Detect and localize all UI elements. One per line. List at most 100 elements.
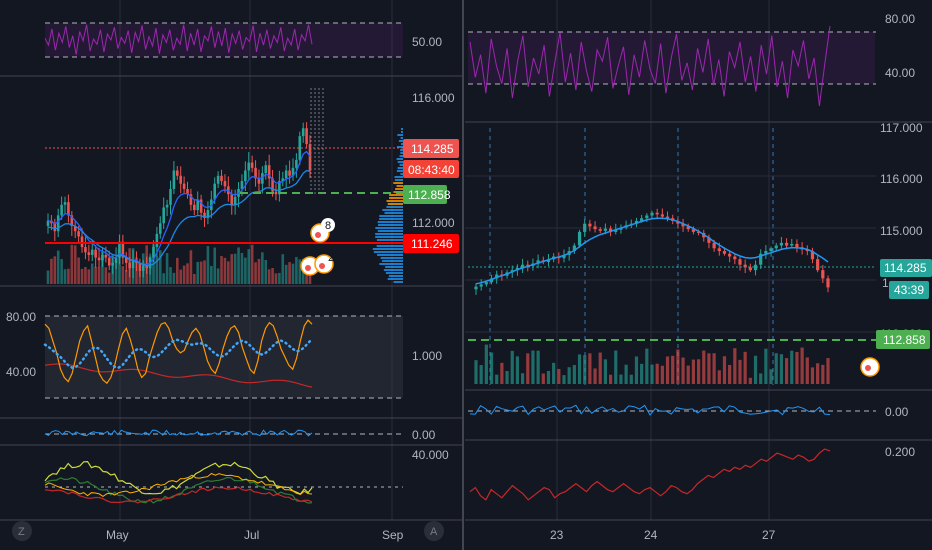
left-volume-bar <box>97 266 101 284</box>
left-candle-body <box>291 167 295 176</box>
right-price-pane[interactable]: 117.000 116.000 115.000 1 112.000 114.28… <box>468 121 932 384</box>
left-candle-body <box>257 178 261 184</box>
left-volume-bar <box>199 261 203 284</box>
left-candle-body <box>67 202 70 216</box>
right-volume-bar <box>572 365 576 384</box>
left-volume-bar <box>189 250 193 284</box>
left-future-markers <box>310 88 324 195</box>
right-candle-body <box>816 259 820 271</box>
left-candle-body <box>152 247 155 258</box>
right-bottom-pane[interactable]: 0.200 <box>469 445 915 501</box>
left-volume-bar <box>155 256 159 284</box>
right-volume-bar <box>769 369 773 384</box>
right-volume-bar <box>577 354 582 384</box>
left-volume-bar <box>84 267 87 284</box>
left-candle-body <box>46 220 50 226</box>
right-current-price-value: 114.285 <box>884 261 927 275</box>
left-candle-body <box>308 144 312 171</box>
left-volume-bar <box>295 256 298 284</box>
right-volume-bar <box>681 357 685 384</box>
left-volume-bar <box>223 257 227 284</box>
right-corner-badge[interactable]: A <box>424 521 444 541</box>
left-bottom-pane[interactable]: 40.000 <box>44 448 449 504</box>
left-candle-body <box>169 188 172 205</box>
left-pane-separators[interactable] <box>0 75 462 521</box>
right-rsi-tick: 80.00 <box>885 12 915 26</box>
left-candle-body <box>87 252 91 255</box>
right-volume-bar <box>728 364 732 384</box>
right-candle-body <box>495 274 499 279</box>
left-candle-body <box>80 236 84 248</box>
right-volume-bar <box>552 362 556 384</box>
left-chart[interactable]: 50.00 8 <box>0 0 462 542</box>
right-countdown-value: 43:39 <box>894 283 924 297</box>
left-volume-bar <box>230 254 234 284</box>
left-oscillator-pane[interactable]: 0.00 <box>44 428 436 442</box>
right-volume-bar <box>619 374 623 384</box>
right-volume-bar <box>733 348 737 384</box>
right-rsi-pane[interactable]: 80.00 40.00 <box>468 12 915 107</box>
right-corner-badge-label: A <box>430 526 438 538</box>
right-candle-body <box>645 215 649 219</box>
left-volume-bar <box>114 260 118 284</box>
left-volume-bar <box>63 269 67 284</box>
right-volume-bar <box>536 350 540 384</box>
left-candle-body <box>267 165 271 179</box>
right-oscillator-pane[interactable]: 0.00 <box>468 404 909 419</box>
left-candle-body <box>223 181 227 187</box>
right-candle-body <box>790 243 794 246</box>
left-volume-bar <box>77 257 80 284</box>
right-candle-body <box>769 248 773 252</box>
left-volume-profile-bar <box>385 272 403 274</box>
right-volume-bar <box>588 353 592 384</box>
left-candle-body <box>53 223 57 232</box>
left-stoch-right-tick: 1.000 <box>412 349 442 363</box>
left-rsi-pane[interactable]: 50.00 <box>44 22 442 58</box>
left-volume-bar <box>247 249 251 284</box>
left-volume-bar <box>267 269 271 284</box>
right-volume-bar <box>821 364 825 384</box>
right-volume-bar <box>583 355 587 384</box>
right-candle-body <box>650 212 654 216</box>
right-chart[interactable]: 80.00 40.00 117.000 116.000 115.000 1 11… <box>424 0 932 542</box>
left-candle-body <box>162 207 165 224</box>
right-event-marker[interactable] <box>860 357 880 377</box>
left-candle-body <box>278 181 281 195</box>
left-time-axis[interactable]: May Jul Sep <box>106 528 404 542</box>
left-candle-body <box>179 175 183 184</box>
right-candle-body <box>577 231 582 246</box>
left-volume-profile-bar <box>401 131 403 133</box>
left-corner-badge[interactable]: Z <box>12 521 32 541</box>
right-pane-separators[interactable] <box>465 121 932 521</box>
right-candle-body <box>474 286 478 290</box>
right-volume-bar <box>665 356 670 384</box>
left-volume-profile-bar <box>375 236 403 238</box>
left-event-marker-2b[interactable]: 2 <box>314 252 334 274</box>
left-candle-body <box>60 204 63 216</box>
left-volume-bar <box>233 253 237 284</box>
left-volume-profile-bar <box>377 221 403 223</box>
left-volume-bar <box>50 258 53 284</box>
left-volume-profile-bar <box>380 257 403 259</box>
right-candle-body <box>640 218 644 221</box>
left-candle-body <box>73 225 77 232</box>
left-event-marker-8[interactable]: 8 <box>310 218 335 243</box>
right-osc-line <box>469 404 831 416</box>
left-volume-profile-bar <box>382 260 403 262</box>
left-candle-body <box>145 265 148 269</box>
right-time-axis[interactable]: 23 24 27 <box>550 528 776 542</box>
left-volume-profile-bar <box>394 179 403 181</box>
right-volume-bar <box>546 370 551 384</box>
left-price-pane[interactable]: 8 2 2 116.000 112.000 114.285 08:43:40 1… <box>45 88 459 284</box>
left-volume-profile-bar <box>386 200 403 202</box>
left-volume-bar <box>101 251 104 284</box>
left-candle-body <box>213 183 217 200</box>
right-candle-body <box>774 245 778 249</box>
right-volume-bar <box>505 371 509 384</box>
left-candle-body <box>77 231 80 237</box>
left-stoch-pane[interactable]: 80.00 40.00 1.000 <box>6 310 442 399</box>
left-candle-body <box>220 175 223 182</box>
right-candle-body <box>526 264 530 266</box>
left-volume-profile-bar <box>378 224 403 226</box>
